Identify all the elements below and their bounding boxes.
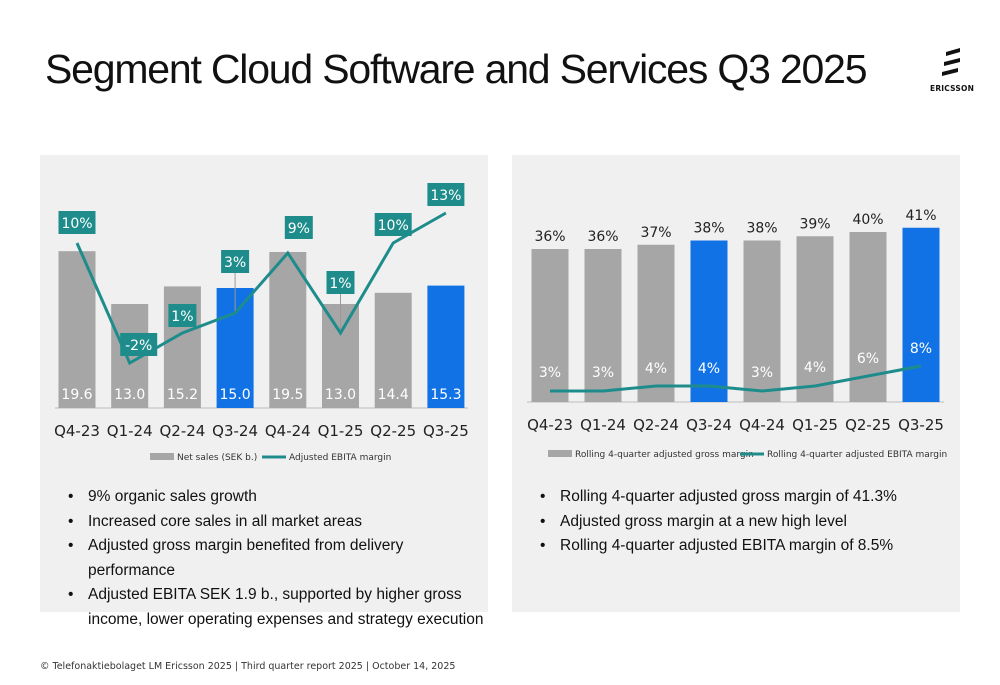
margin-label: 3% xyxy=(592,365,614,381)
bar xyxy=(58,251,96,408)
footer: © Telefonaktiebolaget LM Ericsson 2025 |… xyxy=(40,661,456,672)
bullet-item: Increased core sales in all market areas xyxy=(68,510,488,535)
ericsson-logo: ERICSSON xyxy=(930,48,974,93)
bar-value-label: 36% xyxy=(587,229,618,245)
margin-label: -2% xyxy=(125,338,152,354)
bar xyxy=(637,244,675,402)
x-tick-label: Q3-24 xyxy=(212,422,258,440)
margin-label-box xyxy=(58,211,96,234)
x-tick-label: Q4-24 xyxy=(265,422,311,440)
bar-value-label: 38% xyxy=(693,221,724,237)
x-tick-label: Q4-24 xyxy=(739,416,785,434)
margin-label: 1% xyxy=(329,276,351,292)
bullet-item: Rolling 4-quarter adjusted gross margin … xyxy=(540,485,897,510)
bar-value-label: 36% xyxy=(534,229,565,245)
margin-label: 10% xyxy=(378,218,409,234)
bar xyxy=(796,236,834,402)
margin-label: 4% xyxy=(698,361,720,377)
x-tick-label: Q1-24 xyxy=(580,416,626,434)
bar-value-label: 38% xyxy=(746,221,777,237)
bullet-item: Rolling 4-quarter adjusted EBITA margin … xyxy=(540,534,897,559)
x-tick-label: Q4-23 xyxy=(527,416,573,434)
ebita-margin-line xyxy=(75,211,447,366)
bullet-item: Adjusted EBITA SEK 1.9 b., supported by … xyxy=(68,583,488,632)
bar-value-label: 39% xyxy=(799,216,830,232)
bullet-item: Adjusted gross margin at a new high leve… xyxy=(540,510,897,535)
bar xyxy=(743,240,781,402)
bar xyxy=(531,249,569,402)
margin-label-box xyxy=(120,333,158,356)
legend-swatch-bar xyxy=(150,453,174,460)
margin-label-box xyxy=(221,250,250,273)
bullet-item: 9% organic sales growth xyxy=(68,485,488,510)
gross-margin-panel: 36% Q4-23 36% Q1-24 37% Q2-24 38% Q3-24 38% Q4-24… xyxy=(512,155,960,612)
margin-label-box xyxy=(427,183,465,206)
legend-label: Rolling 4-quarter adjusted EBITA margin xyxy=(767,450,947,460)
margin-label: 4% xyxy=(804,360,826,376)
x-tick-label: Q3-25 xyxy=(898,416,944,434)
bullet-item: Adjusted gross margin benefited from del… xyxy=(68,534,488,583)
bar-value-label: 19.6 xyxy=(61,387,92,403)
bar-value-label: 13.0 xyxy=(325,387,356,403)
bar-value-label: 15.0 xyxy=(220,387,251,403)
ericsson-logo-icon xyxy=(942,48,960,76)
ebita-margin-line xyxy=(550,364,922,393)
legend-swatch-bar xyxy=(548,450,572,457)
net-sales-chart: 19.6 Q4-23 13.0 Q1-24 15.2 Q2-24 15.0 Q3-24 19.5… xyxy=(54,183,469,463)
bar xyxy=(584,249,622,402)
page-title: Segment Cloud Software and Services Q3 2… xyxy=(45,46,867,92)
bar-value-label: 14.4 xyxy=(378,387,409,403)
bar xyxy=(902,227,940,402)
legend-label: Adjusted EBITA margin xyxy=(289,453,391,463)
logo-text: ERICSSON xyxy=(930,84,975,93)
bar xyxy=(269,252,307,408)
gross-margin-chart: 36% Q4-23 36% Q1-24 37% Q2-24 38% Q3-24 38% Q4-24… xyxy=(527,208,947,460)
margin-label: 8% xyxy=(910,341,932,357)
margin-label: 10% xyxy=(61,216,92,232)
margin-label-box xyxy=(284,216,313,239)
margin-label-box xyxy=(374,213,412,236)
bar-value-label: 37% xyxy=(640,225,671,241)
bar-value-label: 15.3 xyxy=(430,387,461,403)
bar-value-label: 15.2 xyxy=(167,387,198,403)
bar xyxy=(427,285,465,408)
margin-label: 3% xyxy=(224,255,246,271)
margin-label: 6% xyxy=(857,351,879,367)
x-tick-label: Q2-25 xyxy=(845,416,891,434)
margin-label: 9% xyxy=(288,221,310,237)
x-tick-label: Q1-24 xyxy=(107,422,153,440)
margin-label-box xyxy=(326,271,355,294)
x-tick-label: Q4-23 xyxy=(54,422,100,440)
bar-value-label: 41% xyxy=(905,208,936,224)
x-tick-label: Q3-24 xyxy=(686,416,732,434)
margin-label: 3% xyxy=(751,365,773,381)
right-bullets: Rolling 4-quarter adjusted gross margin … xyxy=(540,485,897,559)
bar xyxy=(690,240,728,402)
x-tick-label: Q2-24 xyxy=(159,422,205,440)
x-tick-label: Q2-25 xyxy=(370,422,416,440)
bar-value-label: 40% xyxy=(852,212,883,228)
x-tick-label: Q1-25 xyxy=(318,422,364,440)
bar-value-label: 13.0 xyxy=(114,387,145,403)
legend-label: Rolling 4-quarter adjusted gross margin xyxy=(575,450,754,460)
x-tick-label: Q1-25 xyxy=(792,416,838,434)
bar xyxy=(374,292,412,408)
net-sales-panel: 19.6 Q4-23 13.0 Q1-24 15.2 Q2-24 15.0 Q3-24 19.5… xyxy=(40,155,488,628)
x-tick-label: Q2-24 xyxy=(633,416,679,434)
margin-label: 4% xyxy=(645,361,667,377)
margin-label: 3% xyxy=(539,365,561,381)
margin-label-box xyxy=(168,304,197,327)
legend-label: Net sales (SEK b.) xyxy=(177,453,257,463)
left-bullets: 9% organic sales growthIncreased core sa… xyxy=(68,485,488,632)
x-tick-label: Q3-25 xyxy=(423,422,469,440)
margin-label: 13% xyxy=(430,188,461,204)
bar-value-label: 19.5 xyxy=(272,387,303,403)
margin-label: 1% xyxy=(171,309,193,325)
